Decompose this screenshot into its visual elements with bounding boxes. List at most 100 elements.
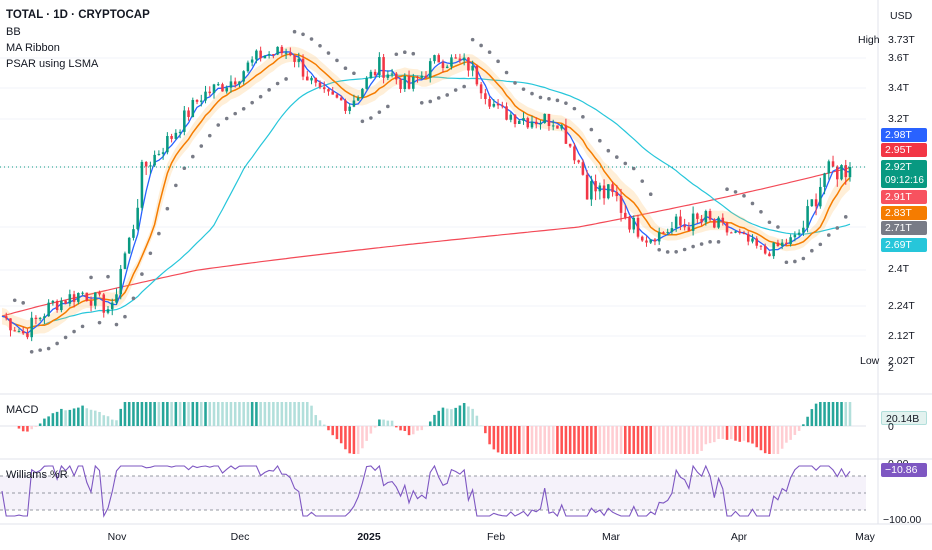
candle-body xyxy=(195,99,199,102)
candle-body xyxy=(365,78,368,89)
macd-bar xyxy=(21,426,25,432)
time-label-dec: Dec xyxy=(230,531,250,543)
candle-body xyxy=(831,161,835,167)
macd-bar xyxy=(200,402,203,426)
macd-bar xyxy=(382,419,385,426)
macd-bar xyxy=(615,426,619,454)
candle-body xyxy=(501,105,504,107)
macd-bar xyxy=(662,426,665,454)
macd-bar xyxy=(102,415,106,426)
macd-bar xyxy=(94,410,97,426)
candle-body xyxy=(755,238,758,246)
williams-title[interactable]: Williams %R xyxy=(6,469,68,481)
psar-dot xyxy=(521,87,526,91)
time-label-nov: Nov xyxy=(107,531,127,543)
candle-body xyxy=(13,330,16,332)
candle-body xyxy=(564,125,568,144)
macd-bar xyxy=(212,402,216,426)
macd-bar xyxy=(441,407,445,426)
candle-body xyxy=(102,294,106,313)
psar-dot xyxy=(487,50,492,54)
candle-body xyxy=(424,75,428,78)
macd-bar xyxy=(60,408,63,426)
macd-bar xyxy=(640,426,644,454)
psar-dot xyxy=(589,127,594,132)
bollinger-bands xyxy=(1,46,851,337)
candle-body xyxy=(759,245,763,247)
candle-body xyxy=(823,173,826,187)
candle-body xyxy=(657,232,661,242)
psar-dot xyxy=(318,43,322,48)
candle-body xyxy=(161,152,165,154)
candle-body xyxy=(848,167,852,178)
indicator-ma-ribbon[interactable]: MA Ribbon xyxy=(6,42,60,54)
bar-countdown: 09:12:16 xyxy=(885,175,924,186)
macd-bar xyxy=(725,426,729,440)
symbol-title[interactable]: TOTAL · 1D · CRYPTOCAP xyxy=(6,9,150,21)
candle-body xyxy=(607,184,610,199)
macd-bar xyxy=(619,426,623,454)
candle-body xyxy=(144,161,148,167)
candle-body xyxy=(450,57,453,67)
candle-body xyxy=(615,191,619,197)
macd-bar xyxy=(373,426,377,428)
macd-bar xyxy=(395,426,398,428)
candle-body xyxy=(64,300,67,304)
psar-dot xyxy=(470,37,475,42)
macd-bar xyxy=(55,411,59,426)
candle-body xyxy=(344,100,347,111)
psar-dot xyxy=(504,70,509,75)
psar-dot xyxy=(258,94,263,99)
candle-body xyxy=(662,232,665,234)
williams-value-tag: −10.86 xyxy=(881,463,927,477)
psar-dot xyxy=(191,154,195,159)
psar-dot xyxy=(733,190,738,194)
candle-body xyxy=(594,181,597,192)
candle-body xyxy=(585,174,589,200)
candles[interactable] xyxy=(4,45,852,342)
candle-body xyxy=(416,77,419,79)
macd-bar xyxy=(166,402,169,426)
macd-bar xyxy=(85,408,89,426)
psar-dot xyxy=(352,71,356,76)
candle-body xyxy=(666,231,669,233)
candle-body xyxy=(534,121,538,125)
candle-body xyxy=(85,292,89,301)
candle-body xyxy=(445,66,449,69)
candle-body xyxy=(806,206,809,228)
macd-bar xyxy=(717,426,720,439)
candle-body xyxy=(725,222,729,233)
ma-red-tag: 2.95T xyxy=(881,143,927,157)
macd-bar xyxy=(793,426,797,435)
macd-bar xyxy=(666,426,669,454)
indicator-bb[interactable]: BB xyxy=(6,26,21,38)
candle-body xyxy=(327,89,330,92)
macd-bar xyxy=(611,426,614,454)
macd-bar xyxy=(428,421,432,426)
macd-bar xyxy=(539,426,542,454)
candle-body xyxy=(793,234,797,238)
psar-dot xyxy=(360,119,365,124)
macd-bar xyxy=(691,426,695,454)
macd-bar xyxy=(632,426,636,454)
candle-body xyxy=(77,293,80,302)
currency-label[interactable]: USD xyxy=(890,10,913,22)
psar-dot xyxy=(648,192,653,197)
macd-bar xyxy=(110,419,114,426)
macd-bar xyxy=(590,426,593,454)
psar-dot xyxy=(148,251,153,256)
candle-body xyxy=(679,216,682,226)
candle-body xyxy=(776,242,780,246)
psar-dot xyxy=(453,88,458,92)
macd-histogram xyxy=(0,402,866,454)
macd-title[interactable]: MACD xyxy=(6,404,39,416)
indicator-psar[interactable]: PSAR using LSMA xyxy=(6,58,99,70)
psar-dot xyxy=(301,32,305,37)
candle-body xyxy=(229,81,233,88)
macd-bar xyxy=(560,426,563,454)
macd-bar xyxy=(785,426,788,443)
psar-dot xyxy=(479,43,483,48)
macd-bar xyxy=(327,426,330,431)
macd-bar xyxy=(649,426,652,454)
